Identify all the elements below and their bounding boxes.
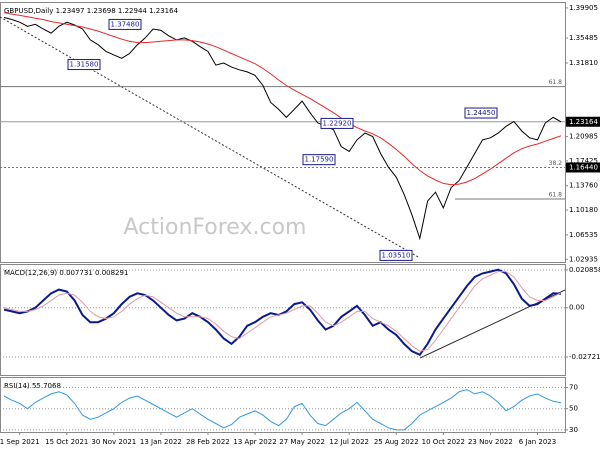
x-tick-label: 28 Feb 2022 [186,438,230,446]
y-tick-label: 1.20985 [569,133,598,141]
series-line [3,17,562,241]
x-tick-label: 27 May 2022 [279,438,325,446]
price-box [566,116,600,127]
x-tick-label: 13 Apr 2022 [233,438,276,446]
macd-panel [0,264,566,376]
x-tick-label: 1 Sep 2021 [0,438,40,446]
y-tick-label: 1.35485 [569,34,598,42]
price-box [566,162,600,173]
series-line [3,389,562,431]
price-label: 1.23164 [569,118,598,126]
x-tick-label: 25 Aug 2022 [374,438,419,446]
fib-label: 61.8 [549,79,563,86]
y-tick-label: 1.06535 [569,231,598,239]
y-tick-label: 1.31810 [569,59,598,67]
panel-title: GBPUSD,Daily 1.23497 1.23698 1.22944 1.2… [4,7,179,15]
watermark: ActionForex.com [124,215,307,240]
series-line [3,268,562,357]
panel-title: MACD(12,26,9) 0.007731 0.008291 [4,269,128,277]
price-panel [0,2,566,263]
annotation-box [302,154,336,166]
series-line [3,12,562,186]
x-tick-label: 10 Oct 2022 [422,438,465,446]
annotation-box [379,249,413,261]
x-tick-label: 12 Jul 2022 [329,438,369,446]
panel-title: RSI(14) 55.7068 [4,382,61,390]
annotation-label: 1.03510 [382,251,411,259]
y-tick-label: 1.10180 [569,206,598,214]
y-tick-label: -0.027213 [569,353,600,361]
y-tick-label: 1.17425 [569,157,598,165]
y-tick-label: 30 [569,426,578,434]
x-tick-label: 13 Jan 2022 [140,438,182,446]
annotation-box [67,59,101,71]
annotation-label: 1.24450 [467,109,496,117]
annotation-box [320,117,354,129]
annotation-label: 1.31580 [70,61,99,69]
y-tick-label: 1.02935 [569,255,598,263]
trendline [0,16,421,259]
x-tick-label: 15 Oct 2021 [45,438,88,446]
x-tick-label: 6 Jan 2023 [519,438,557,446]
rsi-panel [0,377,566,433]
price-label: 1.16440 [569,163,598,171]
y-tick-label: 1.39905 [569,4,598,12]
y-tick-label: 50 [569,405,578,413]
annotation-label: 1.17590 [305,156,334,164]
series-line [3,271,562,352]
y-tick-label: 1.13760 [569,182,598,190]
y-tick-label: 0.00 [569,304,585,312]
x-tick-label: 30 Nov 2021 [91,438,136,446]
annotation-label: 1.37480 [111,20,140,28]
annotation-box [464,107,498,119]
fib-label: 38.2 [549,160,563,167]
y-tick-label: 0.020858 [569,266,600,274]
x-tick-label: 23 Nov 2022 [468,438,513,446]
annotation-box [108,18,142,30]
fib-label: 61.8 [549,192,563,199]
annotation-label: 1.22920 [323,119,352,127]
y-tick-label: 70 [569,384,578,392]
